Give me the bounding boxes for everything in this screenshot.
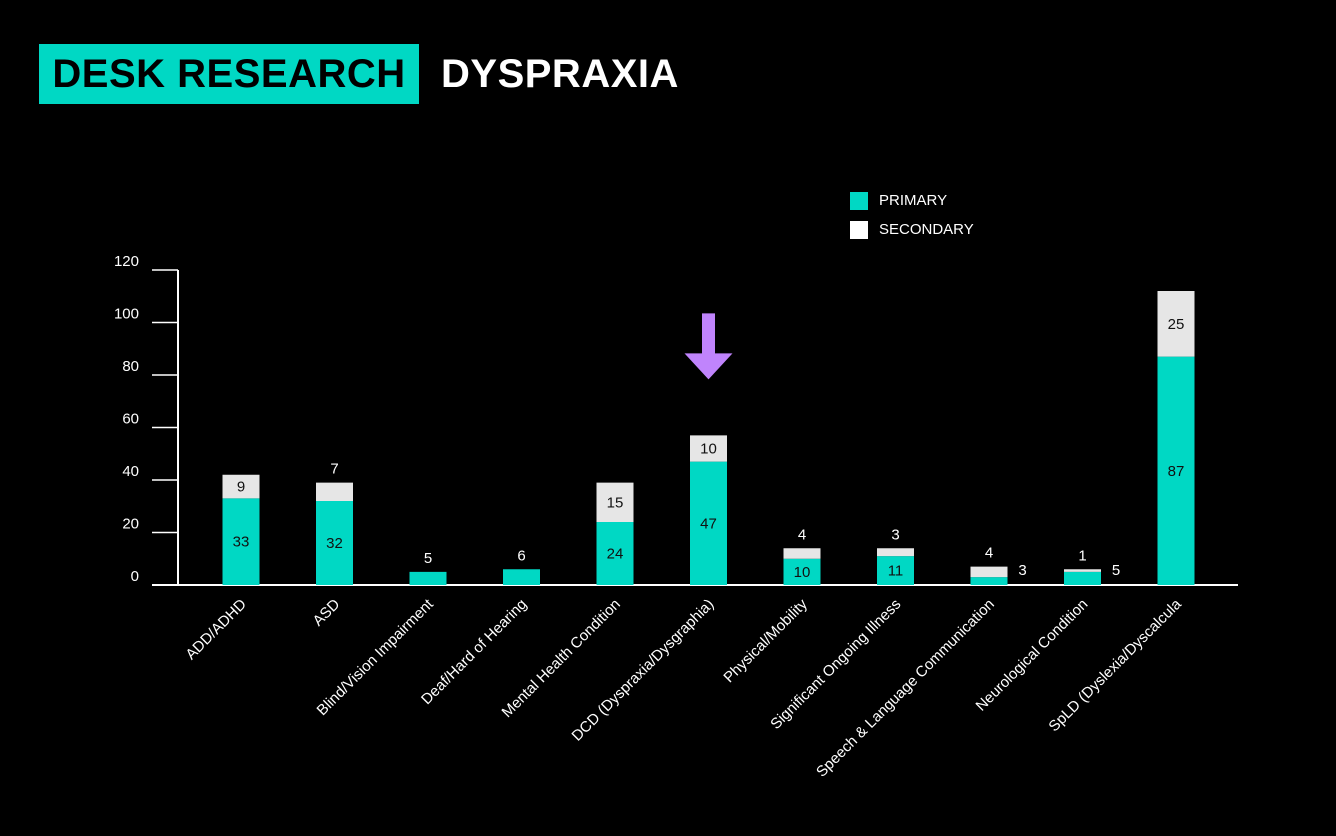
bar-secondary [970,566,1008,578]
data-label-secondary: 9 [237,479,245,496]
data-label-secondary: 7 [330,461,338,478]
x-category-label: ADD/ADHD [182,596,250,664]
data-label-primary: 87 [1168,463,1185,480]
data-label-primary: 5 [424,550,432,567]
y-tick-label: 80 [122,358,139,375]
legend-label: PRIMARY [879,192,947,209]
x-category-label: ASD [309,596,343,630]
bar-primary [1157,356,1195,585]
highlight-arrow-icon [684,313,733,380]
y-tick-label: 60 [122,411,139,428]
data-label-primary: 32 [326,535,343,552]
data-label-secondary: 3 [891,526,899,543]
bar-secondary [877,548,914,557]
x-category-label: Deaf/Hard of Hearing [418,596,530,708]
y-tick-label: 0 [131,568,139,585]
bar-primary [316,501,353,585]
bar-secondary [222,474,260,499]
section-badge-label: DESK RESEARCH [52,51,406,96]
bar-primary [409,571,447,585]
bar-primary [1064,571,1101,585]
data-label-secondary: 25 [1168,316,1185,333]
bar-secondary [596,482,634,522]
bar-secondary [1064,569,1101,572]
data-label-primary: 11 [888,563,904,580]
data-label-primary: 24 [607,546,624,563]
data-label-secondary: 4 [798,526,806,543]
data-label-primary: 10 [794,564,811,581]
bar-primary [222,498,260,585]
y-tick-label: 40 [122,463,139,480]
data-label-secondary: 10 [700,441,717,458]
x-category-label: Speech & Language Communication [813,596,998,781]
section-badge: DESK RESEARCH [39,44,419,104]
data-label-secondary: 15 [607,494,624,511]
legend-swatch [850,192,868,210]
data-label-primary: 3 [1018,562,1026,579]
x-category-label: Physical/Mobility [720,595,811,686]
data-label-secondary: 1 [1078,547,1086,564]
data-label-primary: 5 [1112,562,1120,579]
data-label-secondary: 4 [985,545,993,562]
bar-secondary [783,548,821,559]
y-tick-label: 100 [114,306,139,323]
header: DESK RESEARCH DYSPRAXIA [39,44,679,104]
bar-secondary [316,482,353,501]
bar-primary [783,558,821,585]
page-title: DYSPRAXIA [441,51,679,96]
data-label-primary: 33 [233,534,250,551]
legend-swatch [850,221,868,239]
bar-primary [690,461,727,585]
bar-primary [596,522,634,585]
bar-primary [877,556,914,585]
y-tick-label: 20 [122,516,139,533]
bar-primary [503,569,540,585]
bar-secondary [690,435,727,462]
bar-secondary [1157,291,1195,357]
data-label-primary: 47 [700,515,717,532]
data-label-primary: 6 [517,547,525,564]
y-tick-label: 120 [114,253,139,270]
bar-primary [970,577,1008,585]
legend-label: SECONDARY [879,221,974,238]
